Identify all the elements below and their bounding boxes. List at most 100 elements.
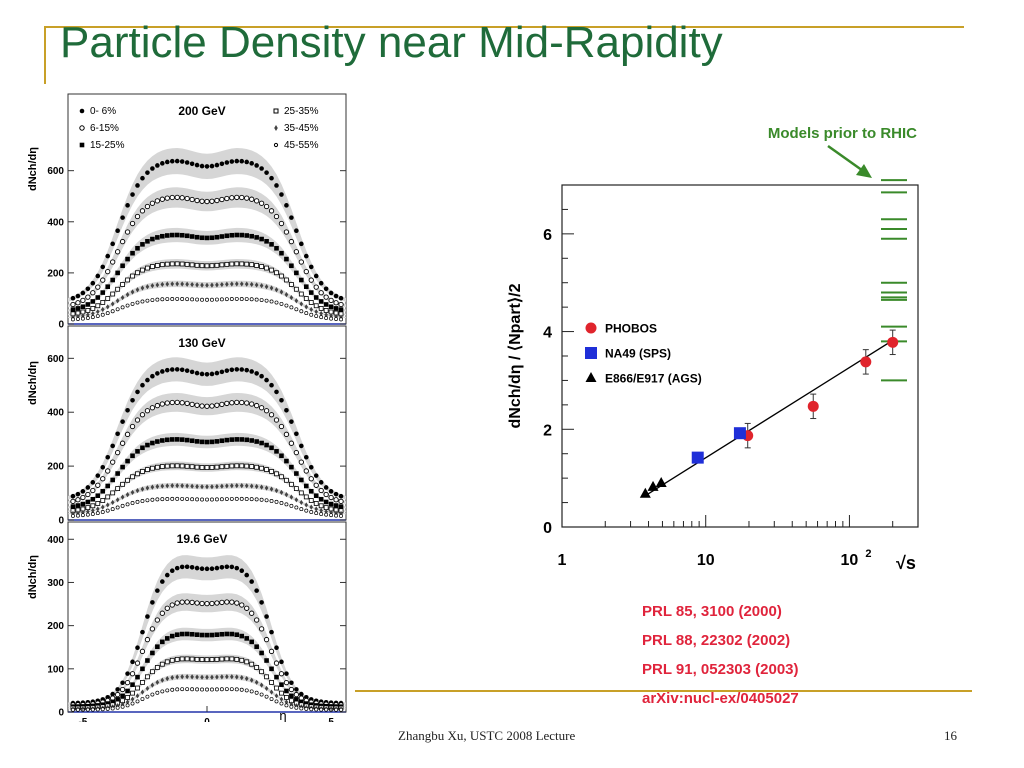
data-point: [125, 477, 130, 483]
data-point: [184, 463, 190, 469]
data-point: [239, 496, 244, 501]
data-point: [115, 705, 120, 710]
data-point: [210, 484, 214, 490]
data-point: [100, 312, 105, 317]
data-point: [149, 465, 155, 471]
data-point: [130, 273, 135, 279]
x-tick-label: 10: [697, 552, 715, 569]
data-point: [200, 484, 204, 490]
data-point: [269, 697, 274, 701]
data-point: [179, 437, 185, 442]
data-point: [170, 675, 175, 681]
data-point-phobos: [860, 356, 872, 368]
data-point: [179, 463, 185, 469]
data-point: [283, 229, 290, 235]
data-point: [214, 464, 220, 470]
data-point: [185, 497, 190, 501]
data-point: [155, 282, 160, 288]
data-point: [278, 423, 285, 430]
data-point: [324, 707, 329, 712]
data-point: [150, 650, 155, 656]
data-point: [105, 706, 110, 711]
data-point: [164, 659, 170, 665]
data-point: [125, 256, 130, 262]
data-point: [154, 198, 161, 204]
data-point: [195, 297, 200, 302]
data-point: [129, 423, 136, 430]
data-point: [75, 300, 81, 306]
data-point: [294, 471, 299, 476]
legend-label: 25-35%: [284, 106, 319, 117]
data-point: [318, 290, 324, 296]
x-tick-label: 1: [558, 552, 567, 569]
data-point: [334, 513, 339, 518]
data-point: [200, 297, 204, 302]
data-point: [174, 632, 180, 638]
data-point: [284, 277, 289, 283]
data-point: [155, 497, 160, 502]
data-point: [259, 236, 264, 242]
data-point: [155, 371, 160, 376]
data-point: [145, 485, 150, 491]
data-point: [324, 509, 328, 515]
data-point: [160, 497, 165, 502]
data-point: [269, 285, 274, 291]
data-point: [120, 704, 125, 709]
data-point: [140, 697, 145, 701]
data-point: [165, 297, 170, 302]
data-point: [264, 685, 269, 692]
data-point: [299, 691, 304, 697]
data-point: [179, 400, 185, 406]
data-point: [215, 483, 219, 490]
data-point: [90, 305, 96, 311]
data-point: [274, 699, 279, 704]
data-point: [164, 261, 170, 267]
data-point: [184, 261, 190, 267]
rapidity-distribution-chart: 0 200 400 600 200 GeV dNch/dη 0- 6% 6-15% 15-25%…: [27, 93, 347, 722]
data-point: [150, 692, 155, 697]
data-point: [86, 509, 90, 515]
data-point: [314, 506, 319, 512]
legend-marker: [273, 142, 279, 148]
data-point: [179, 564, 185, 570]
data-point: [81, 313, 85, 319]
data-point: [219, 161, 225, 167]
data-point: [253, 402, 260, 409]
data-point: [189, 464, 195, 470]
data-point: [115, 307, 120, 312]
data-point: [299, 277, 304, 283]
data-point: [279, 701, 284, 706]
data-point: [274, 674, 279, 680]
data-point: [230, 483, 234, 489]
data-point: [214, 687, 219, 692]
data-point: [70, 504, 76, 509]
data-point: [140, 382, 145, 388]
data-point: [144, 203, 151, 210]
x-tick-label: 5: [328, 717, 334, 722]
data-point: [160, 639, 165, 645]
data-point: [269, 299, 274, 304]
data-point: [289, 419, 294, 424]
data-point: [100, 300, 106, 305]
data-point: [100, 306, 105, 313]
data-point: [95, 506, 100, 512]
data-point: [279, 682, 284, 687]
data-point: [199, 465, 205, 470]
data-point: [259, 692, 264, 697]
y-tick-label: 0: [58, 708, 64, 719]
data-point: [289, 701, 294, 707]
data-point: [194, 402, 200, 408]
data-point: [125, 688, 130, 694]
data-point: [135, 674, 140, 680]
data-point: [80, 489, 86, 494]
data-point: [284, 502, 289, 507]
data-point: [239, 437, 245, 442]
data-point: [254, 439, 259, 444]
data-point: [249, 233, 254, 239]
data-point: [189, 564, 195, 570]
data-point: [304, 508, 309, 513]
data-point: [204, 439, 210, 445]
data-point: [204, 566, 210, 572]
data-point: [100, 290, 106, 295]
data-point: [288, 282, 294, 287]
